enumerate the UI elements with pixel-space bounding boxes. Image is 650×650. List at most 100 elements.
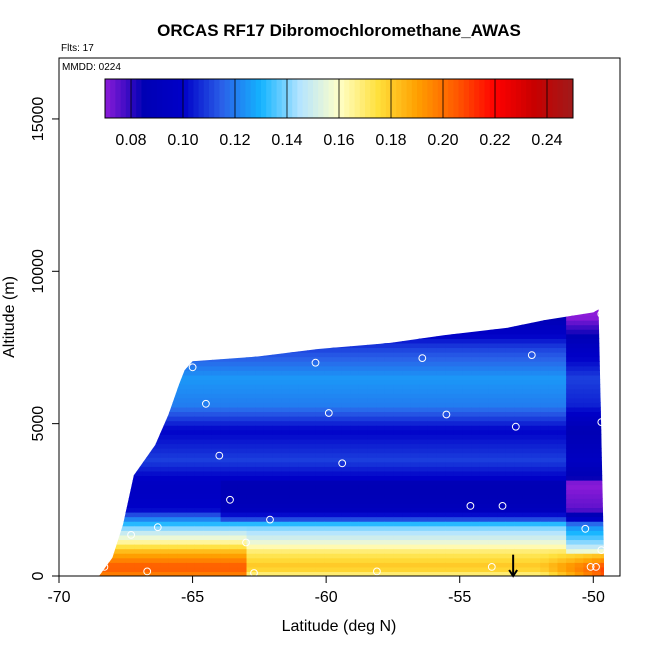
heatmap-cell [168,434,179,440]
sample-point-marker [324,409,333,417]
heatmap-cell [479,402,489,408]
heatmap-cell [367,521,377,527]
heatmap-cell [548,498,559,504]
heatmap-cell [194,384,204,390]
heatmap-cell [436,342,446,349]
heatmap-cell [186,457,196,463]
heatmap-cell [453,420,464,426]
heatmap-cell [194,470,204,477]
heatmap-cell [393,448,403,454]
heatmap-cell [557,416,567,422]
heatmap-cell [324,379,334,385]
heatmap-cell [600,480,604,486]
heatmap-cell [522,475,533,481]
heatmap-cell [220,512,230,518]
heatmap-cell [168,425,179,431]
heatmap-cell [514,480,524,486]
heatmap-cell [505,562,515,568]
heatmap-cell [220,457,230,463]
sample-point-marker [581,524,590,533]
heatmap-cell [462,571,472,576]
heatmap-cell [514,347,524,353]
heatmap-cell [194,438,204,445]
heatmap-cell [151,525,161,531]
heatmap-cell [566,338,576,344]
heatmap-cell [488,329,498,335]
heatmap-cell [445,356,455,362]
heatmap-cell [462,342,472,349]
heatmap-cell [453,534,464,541]
heatmap-cell [281,493,291,499]
heatmap-cell [229,416,239,422]
sample-point-marker [242,538,250,547]
heatmap-cell [151,544,161,550]
colorbar-swatch [359,79,366,118]
heatmap-cell [531,347,541,353]
heatmap-cell [263,534,274,541]
heatmap-cell [350,397,360,403]
heatmap-cell [514,539,524,545]
heatmap-cell [479,562,489,568]
heatmap-cell [402,484,412,490]
heatmap-cell [479,374,489,381]
heatmap-cell [358,397,369,403]
heatmap-cell [350,406,360,413]
heatmap-cell [220,425,230,431]
heatmap-cell [229,498,239,504]
heatmap-cell [557,356,567,362]
heatmap-cell [307,379,317,385]
heatmap-cell [358,566,369,573]
heatmap-cell [540,420,550,426]
heatmap-cell [436,530,446,536]
heatmap-cell [419,475,429,481]
heatmap-cell [479,466,489,472]
heatmap-cell [419,361,429,367]
heatmap-cell [557,562,567,568]
heatmap-cell [376,347,386,353]
heatmap-cell [436,475,446,481]
heatmap-cell [548,425,559,431]
heatmap-cell [471,548,481,554]
heatmap-cell [505,480,515,486]
heatmap-cell [548,493,559,499]
heatmap-cell [367,566,377,573]
heatmap-cell [142,475,153,481]
heatmap-cell [125,553,135,559]
heatmap-cell [592,397,602,403]
heatmap-cell [453,480,464,486]
heatmap-cell [298,461,308,467]
heatmap-cell [522,525,533,531]
heatmap-cell [341,425,351,431]
heatmap-cell [350,425,360,431]
heatmap-cell [514,384,524,390]
heatmap-cell [255,397,265,403]
heatmap-cell [203,553,213,559]
heatmap-cell [376,562,386,568]
heatmap-cell [453,557,464,563]
heatmap-cell [246,370,256,376]
heatmap-cell [177,484,187,490]
sample-point-marker [338,459,347,468]
heatmap-cell [194,434,204,440]
heatmap-cell [410,557,420,563]
heatmap-cell [246,393,256,399]
heatmap-cell [471,539,481,545]
heatmap-cell [514,388,524,394]
heatmap-cell [350,498,360,504]
heatmap-cell [203,489,213,495]
heatmap-cell [427,498,438,504]
heatmap-cell [289,457,299,463]
colorbar-swatch [313,79,319,118]
heatmap-cell [211,434,222,440]
heatmap-cell [315,388,325,394]
heatmap-cell [203,397,213,403]
heatmap-cell [402,370,412,376]
heatmap-cell [255,406,265,413]
heatmap-cell [436,411,446,417]
heatmap-cell [246,379,256,385]
heatmap-cell [160,443,170,449]
heatmap-cell [436,370,446,376]
heatmap-cell [583,406,593,413]
heatmap-cell [194,562,204,568]
heatmap-cell [160,516,170,522]
